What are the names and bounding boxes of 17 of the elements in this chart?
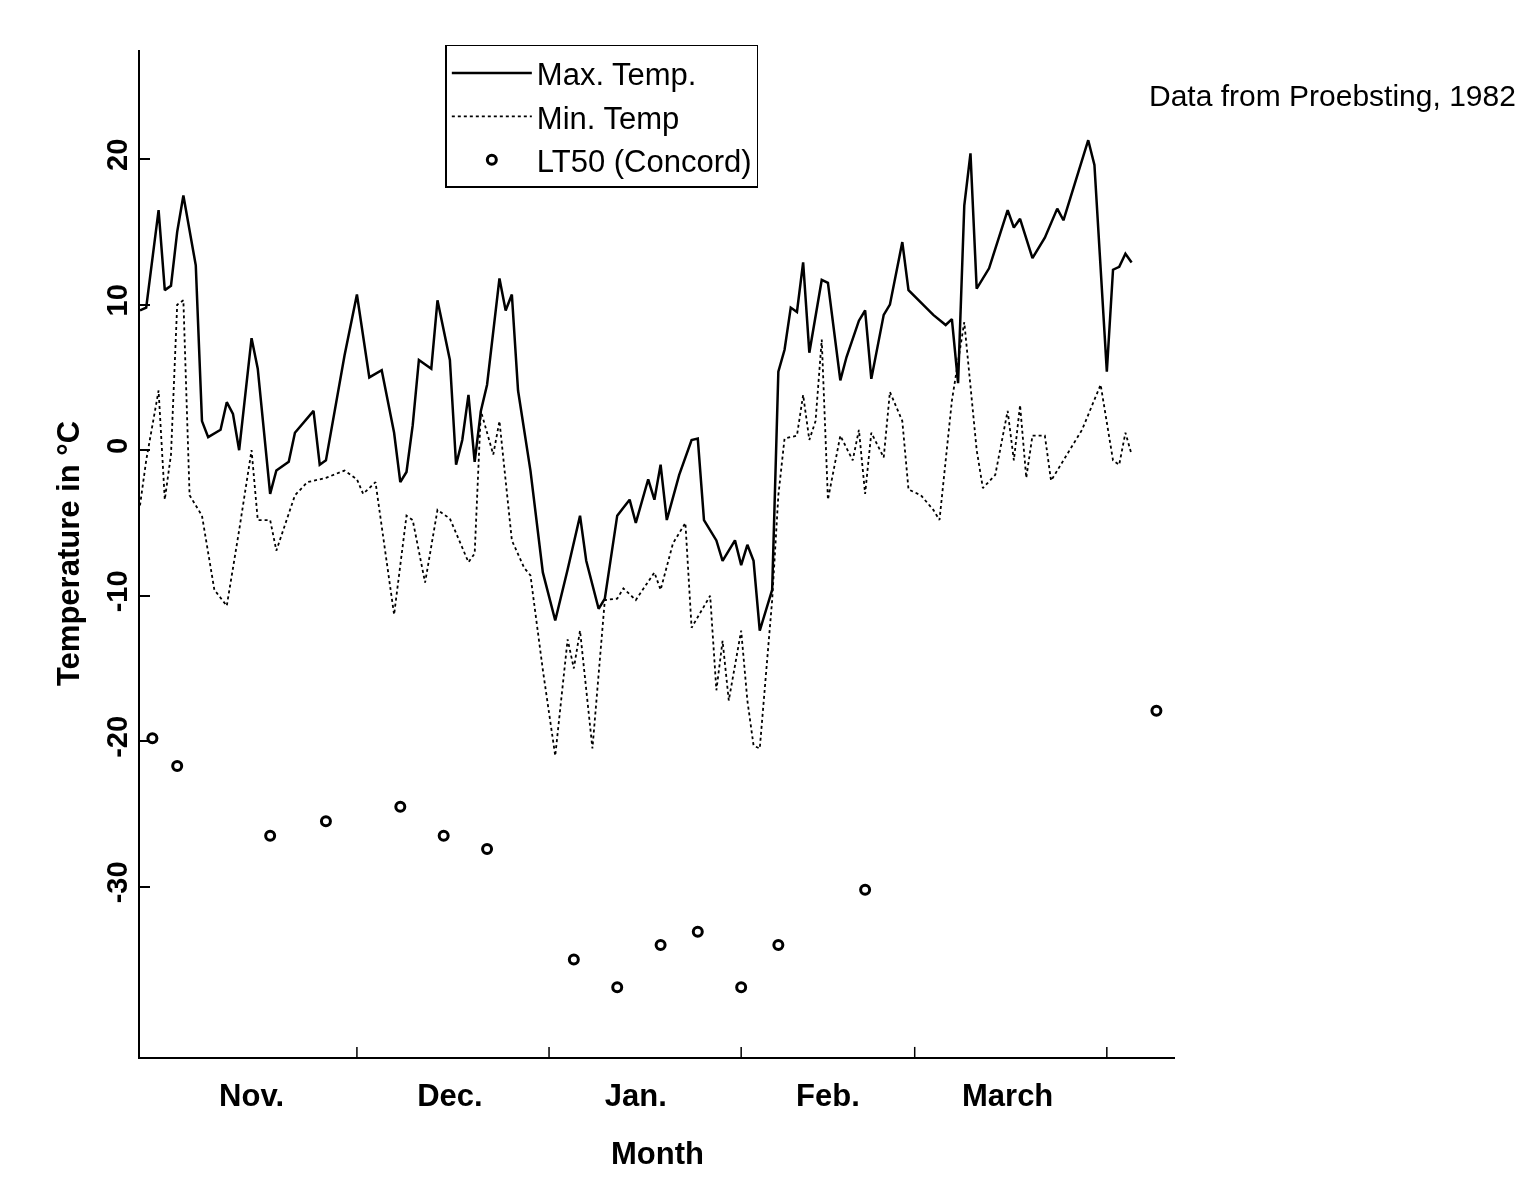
x-tick-label: Feb. bbox=[796, 1077, 860, 1113]
legend-label: Max. Temp. bbox=[536, 57, 697, 93]
y-tick-label: -20 bbox=[100, 715, 133, 758]
x-tick-label: March bbox=[962, 1077, 1054, 1113]
legend-label: LT50 (Concord) bbox=[536, 143, 752, 179]
x-tick-label: Jan. bbox=[604, 1077, 667, 1113]
x-tick-label: Dec. bbox=[417, 1077, 483, 1113]
y-tick-label: 0 bbox=[100, 437, 133, 454]
y-tick-label: 10 bbox=[100, 284, 133, 317]
y-tick-label: -10 bbox=[100, 570, 133, 613]
y-tick-label: 20 bbox=[100, 138, 133, 171]
x-tick-label: Nov. bbox=[219, 1077, 285, 1113]
y-tick-label: -30 bbox=[100, 861, 133, 904]
y-axis-title: Temperature in °C bbox=[50, 420, 86, 687]
annotation: Data from Proebsting, 1982 bbox=[1149, 79, 1516, 112]
legend-label: Min. Temp bbox=[536, 100, 680, 136]
x-axis-title: Month bbox=[611, 1135, 704, 1171]
